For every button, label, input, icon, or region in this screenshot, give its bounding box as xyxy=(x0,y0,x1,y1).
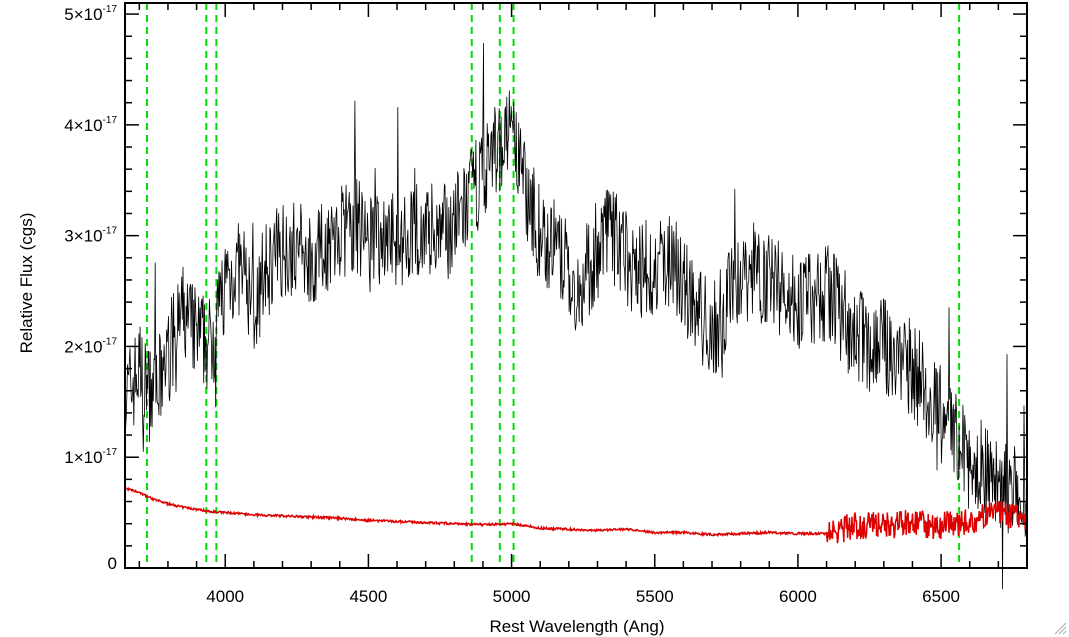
x-tick-label: 6500 xyxy=(922,587,960,606)
x-tick-label: 4000 xyxy=(206,587,244,606)
y-tick-label: 3×10-17 xyxy=(64,226,117,246)
reference-lines xyxy=(146,3,961,568)
y-axis-label: Relative Flux (cgs) xyxy=(17,213,36,354)
y-tick-label: 2×10-17 xyxy=(64,336,117,356)
error-series-line xyxy=(124,486,1028,544)
y-tick-label: 0 xyxy=(108,554,117,573)
plot-frame xyxy=(124,2,1028,569)
y-tick-label: 1×10-17 xyxy=(64,447,117,467)
x-tick-label: 4500 xyxy=(349,587,387,606)
x-tick-label: 6000 xyxy=(779,587,817,606)
resize-grip-icon[interactable] xyxy=(1053,621,1067,635)
x-axis-label: Rest Wavelength (Ang) xyxy=(489,617,664,636)
y-tick-label: 5×10-17 xyxy=(64,4,117,24)
x-tick-label: 5000 xyxy=(493,587,531,606)
y-tick-label: 4×10-17 xyxy=(64,115,117,135)
x-axis-ticks: 4000 4500 5000 5500 6000 6500 xyxy=(138,3,1028,606)
spectrum-series-line xyxy=(124,43,1027,590)
y-axis-ticks: 0 1×10-17 2×10-17 3×10-17 4×10-17 5×10-17 xyxy=(64,4,1027,573)
x-tick-label: 5500 xyxy=(636,587,674,606)
